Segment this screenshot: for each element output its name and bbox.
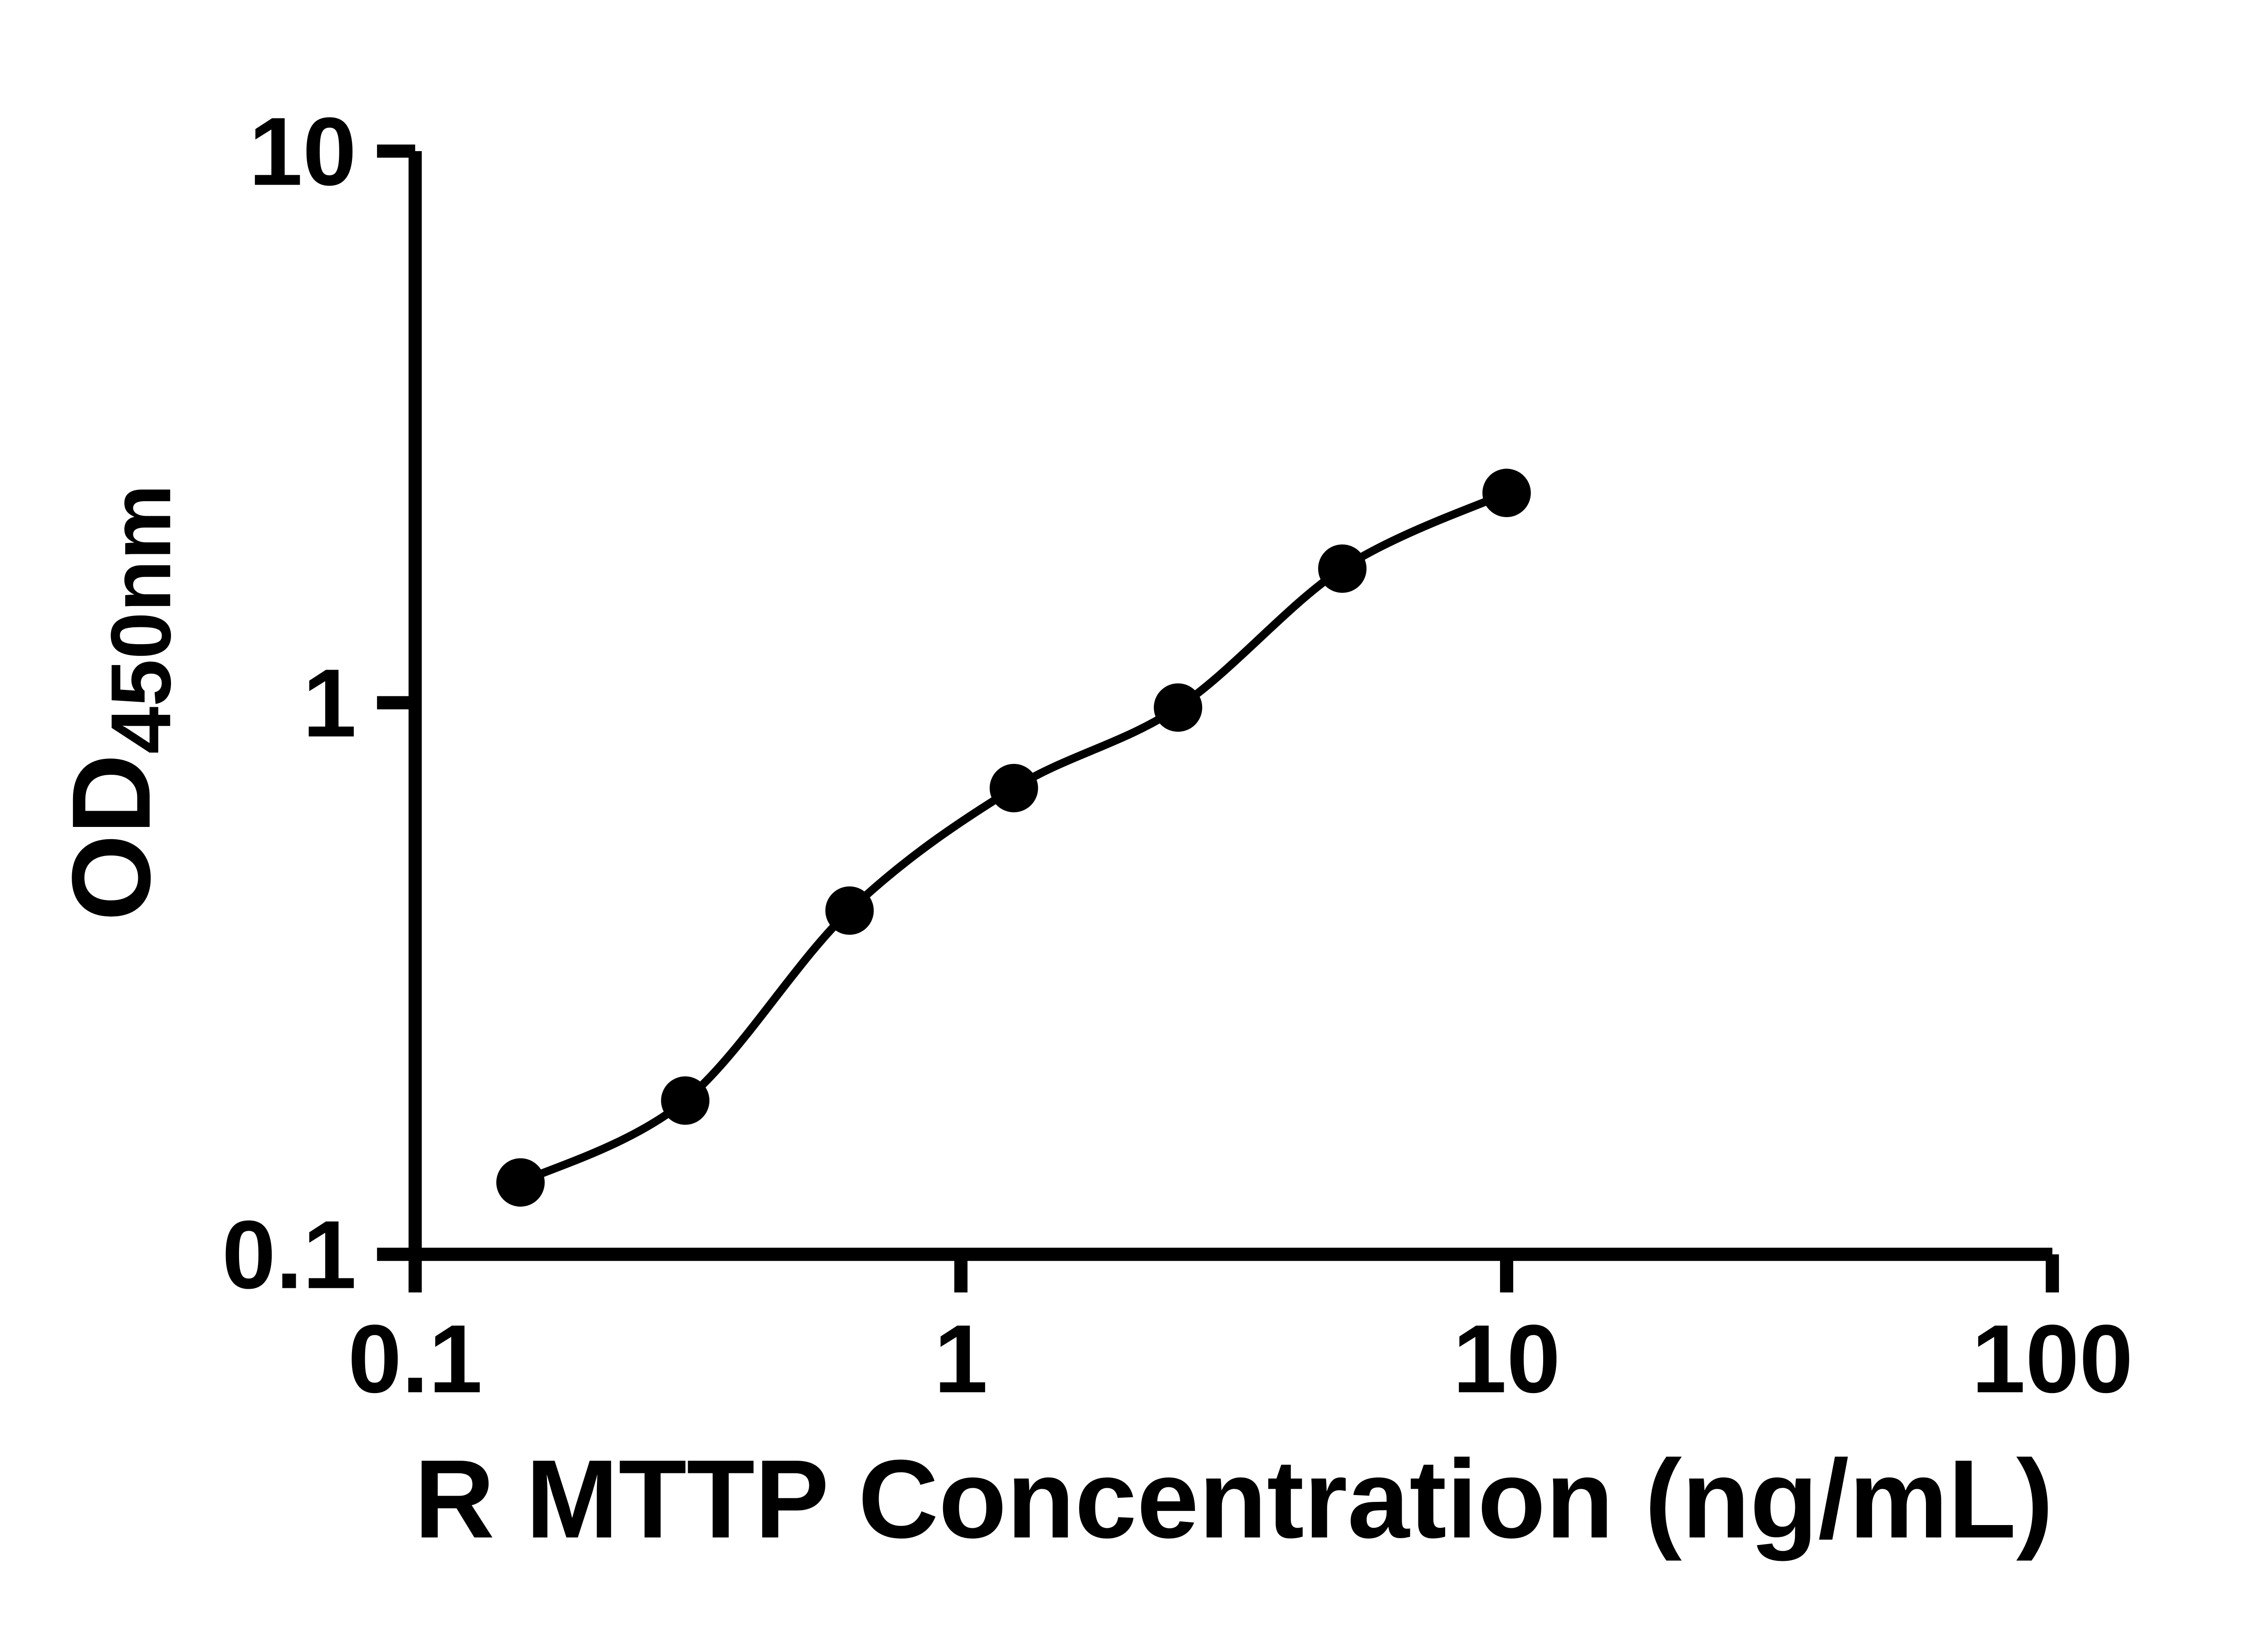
fit-curve [516, 489, 1511, 1187]
x-tick-label: 1 [934, 1305, 988, 1413]
data-point [661, 1076, 710, 1125]
data-point [1318, 544, 1367, 593]
x-tick-label: 100 [1972, 1305, 2133, 1413]
tick-labels: 0.1 1 10 100 0.1 1 10 [222, 98, 2133, 1413]
x-tick-label: 0.1 [348, 1305, 483, 1413]
data-point [1482, 469, 1531, 518]
data-point [496, 1158, 545, 1207]
data-points [496, 469, 1531, 1207]
y-axis-title: OD450nm [49, 484, 188, 921]
y-tick-label: 10 [249, 98, 356, 206]
y-tick-label: 0.1 [222, 1201, 357, 1309]
data-point [1154, 683, 1202, 732]
data-point [989, 764, 1038, 812]
y-tick-label: 1 [303, 650, 357, 758]
tick-marks [377, 144, 2059, 1293]
x-tick-label: 10 [1453, 1305, 1560, 1413]
x-axis-title: R MTTP Concentration (ng/mL) [414, 1437, 2053, 1561]
data-point [825, 886, 874, 935]
axes [408, 151, 2053, 1261]
